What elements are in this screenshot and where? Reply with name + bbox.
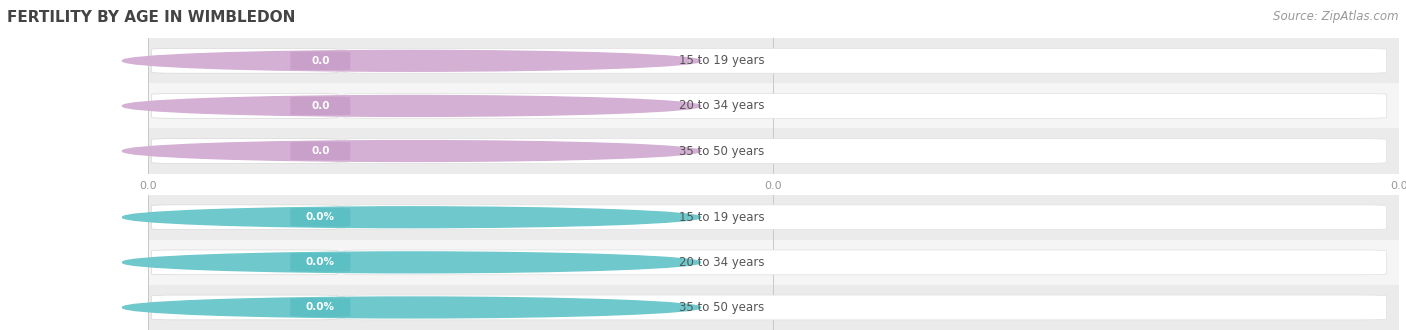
Text: Source: ZipAtlas.com: Source: ZipAtlas.com [1274,10,1399,23]
FancyBboxPatch shape [152,250,337,275]
Text: 15 to 19 years: 15 to 19 years [679,54,765,67]
Text: 35 to 50 years: 35 to 50 years [679,301,765,314]
FancyBboxPatch shape [152,295,337,320]
FancyBboxPatch shape [344,250,1386,275]
FancyBboxPatch shape [344,295,1386,320]
Text: 0.0%: 0.0% [307,212,335,222]
FancyBboxPatch shape [152,49,337,73]
FancyBboxPatch shape [152,93,337,118]
Text: 0.0%: 0.0% [307,303,335,313]
Bar [148,285,1399,330]
Text: 0.0: 0.0 [311,101,329,111]
Bar [148,128,1399,174]
Circle shape [122,297,700,318]
Circle shape [122,50,700,71]
FancyBboxPatch shape [290,298,350,317]
Bar [148,83,1399,128]
Text: 0.0: 0.0 [311,56,329,66]
FancyBboxPatch shape [290,208,350,226]
FancyBboxPatch shape [344,139,1386,163]
Bar [148,240,1399,285]
Bar [148,195,1399,240]
Text: FERTILITY BY AGE IN WIMBLEDON: FERTILITY BY AGE IN WIMBLEDON [7,10,295,25]
FancyBboxPatch shape [290,51,350,70]
Circle shape [122,141,700,161]
FancyBboxPatch shape [152,139,337,163]
Text: 0.0: 0.0 [311,146,329,156]
Bar [148,38,1399,83]
FancyBboxPatch shape [344,93,1386,118]
FancyBboxPatch shape [344,49,1386,73]
Text: 15 to 19 years: 15 to 19 years [679,211,765,224]
Text: 20 to 34 years: 20 to 34 years [679,99,765,113]
FancyBboxPatch shape [152,205,337,230]
FancyBboxPatch shape [344,205,1386,230]
Circle shape [122,95,700,116]
FancyBboxPatch shape [290,97,350,115]
Text: 0.0%: 0.0% [307,257,335,267]
Circle shape [122,207,700,228]
Text: 35 to 50 years: 35 to 50 years [679,145,765,157]
Text: 20 to 34 years: 20 to 34 years [679,256,765,269]
FancyBboxPatch shape [290,142,350,160]
FancyBboxPatch shape [290,253,350,272]
Circle shape [122,252,700,273]
